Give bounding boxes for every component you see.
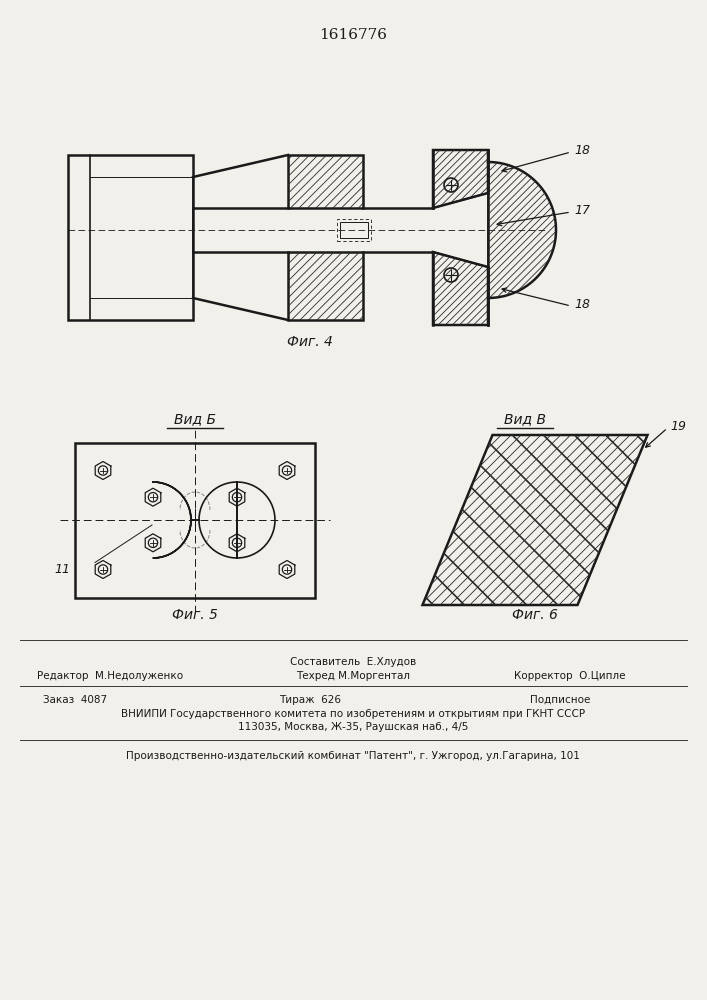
Text: 18: 18 bbox=[574, 298, 590, 310]
Text: Тираж  626: Тираж 626 bbox=[279, 695, 341, 705]
Text: 113035, Москва, Ж-35, Раушская наб., 4/5: 113035, Москва, Ж-35, Раушская наб., 4/5 bbox=[238, 722, 468, 732]
Text: Производственно-издательский комбинат "Патент", г. Ужгород, ул.Гагарина, 101: Производственно-издательский комбинат "П… bbox=[126, 751, 580, 761]
Text: 1616776: 1616776 bbox=[319, 28, 387, 42]
Text: ВНИИПИ Государственного комитета по изобретениям и открытиям при ГКНТ СССР: ВНИИПИ Государственного комитета по изоб… bbox=[121, 709, 585, 719]
Text: 11: 11 bbox=[54, 563, 70, 576]
Text: Заказ  4087: Заказ 4087 bbox=[43, 695, 107, 705]
Text: Вид В: Вид В bbox=[504, 412, 546, 426]
Text: Фиг. 6: Фиг. 6 bbox=[512, 608, 558, 622]
Text: Корректор  О.Ципле: Корректор О.Ципле bbox=[514, 671, 626, 681]
Text: Фиг. 4: Фиг. 4 bbox=[287, 335, 333, 349]
Text: Составитель  Е.Хлудов: Составитель Е.Хлудов bbox=[290, 657, 416, 667]
Text: Подписное: Подписное bbox=[530, 695, 590, 705]
Text: 18: 18 bbox=[574, 143, 590, 156]
Text: Редактор  М.Недолуженко: Редактор М.Недолуженко bbox=[37, 671, 183, 681]
Text: 17: 17 bbox=[574, 204, 590, 217]
Text: Вид Б: Вид Б bbox=[174, 412, 216, 426]
Text: 19: 19 bbox=[670, 420, 686, 432]
Text: Фиг. 5: Фиг. 5 bbox=[172, 608, 218, 622]
Text: Техред М.Моргентал: Техред М.Моргентал bbox=[296, 671, 410, 681]
